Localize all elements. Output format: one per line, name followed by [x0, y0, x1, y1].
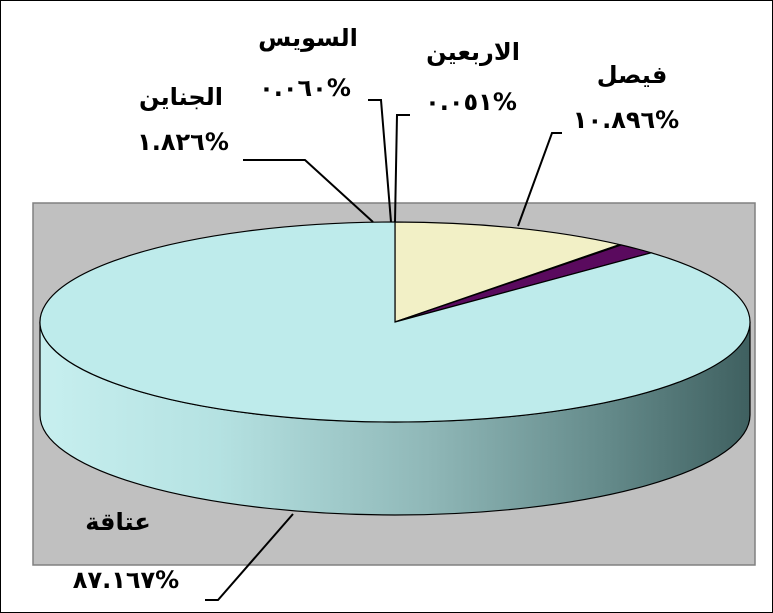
slice-ataqa	[39, 221, 751, 423]
value-ganayen: %١.٨٢٦	[137, 128, 229, 156]
value-ataqa: %٨٧.١٦٧	[73, 566, 179, 594]
label-ataqa: عتاقة	[85, 508, 150, 536]
leader-suez	[368, 99, 392, 223]
slice-faisal	[394, 221, 622, 323]
leader-arbaeen	[394, 114, 410, 223]
label-suez: السويس	[258, 24, 358, 52]
value-arbaeen: %٠.٠٥١	[425, 88, 517, 116]
leader-faisal	[517, 132, 562, 227]
leader-ganayen	[243, 159, 374, 223]
leader-lines	[205, 99, 562, 601]
label-ganayen: الجناين	[139, 83, 223, 111]
leader-ataqa	[205, 513, 294, 601]
label-arbaeen: الاربعين	[426, 38, 520, 66]
pie-slices	[39, 221, 751, 423]
label-faisal: فيصل	[597, 61, 668, 89]
value-faisal: %١٠.٨٩٦	[573, 106, 679, 134]
value-suez: %٠.٠٦٠	[259, 74, 351, 102]
